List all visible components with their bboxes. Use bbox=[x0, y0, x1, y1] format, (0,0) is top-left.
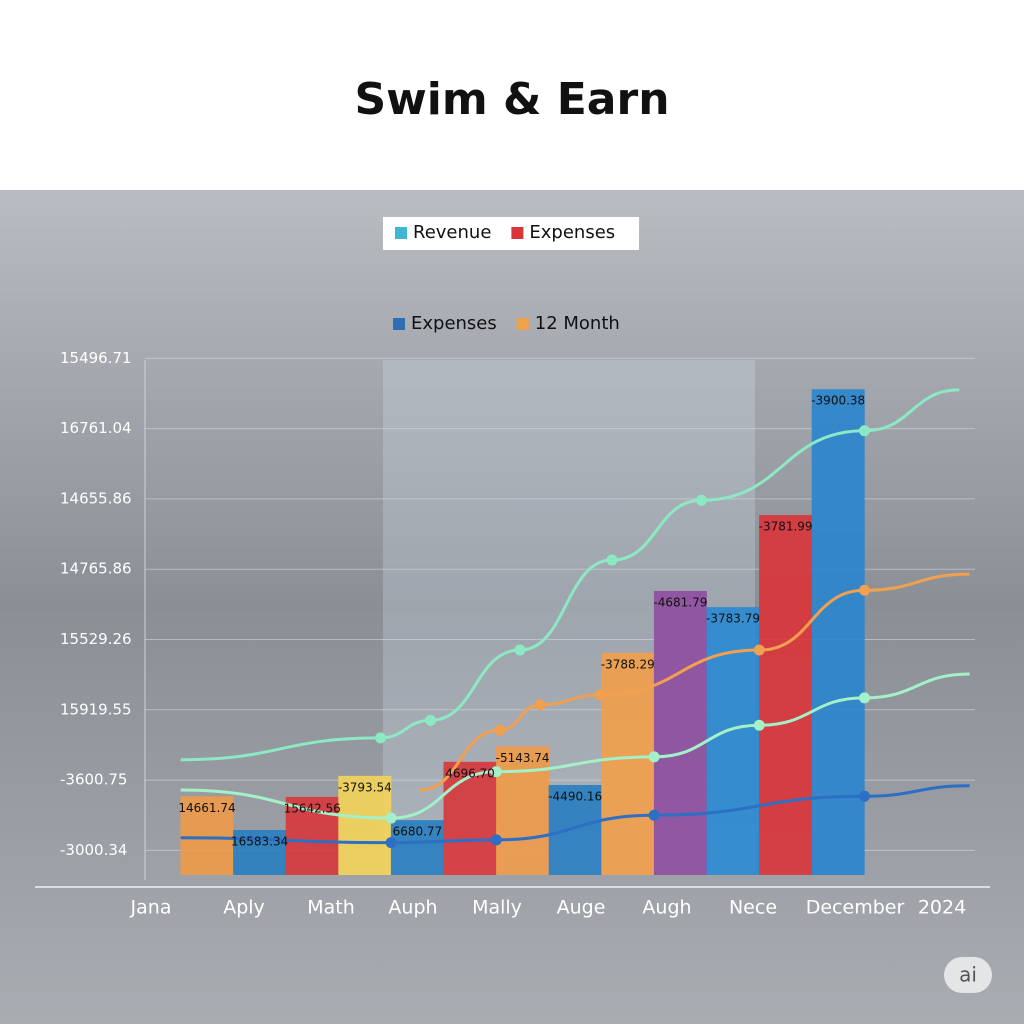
legend-label: 12 Month bbox=[535, 313, 620, 334]
x-tick-label: 2024 bbox=[918, 897, 966, 919]
value-label: -3783.79 bbox=[706, 612, 760, 626]
bar bbox=[338, 775, 392, 875]
legend-box bbox=[383, 217, 639, 250]
line-point bbox=[385, 812, 397, 824]
x-tick-label: Augh bbox=[642, 897, 691, 919]
line-point bbox=[490, 834, 502, 846]
y-tick-label: 14655.86 bbox=[60, 489, 132, 507]
value-label: 4696.70 bbox=[445, 766, 495, 780]
legend-label: Expenses bbox=[529, 222, 615, 243]
x-tick-label: Mally bbox=[472, 897, 522, 919]
y-tick-label: 15919.55 bbox=[60, 700, 132, 718]
value-label: -4681.79 bbox=[653, 595, 707, 609]
line-point bbox=[514, 644, 526, 656]
value-label: -3788.29 bbox=[601, 657, 655, 671]
bar bbox=[180, 796, 234, 875]
y-tick-label: 16761.04 bbox=[60, 419, 132, 437]
line-point bbox=[753, 719, 765, 731]
bar bbox=[653, 590, 707, 875]
y-tick-label: -3600.75 bbox=[60, 771, 127, 789]
legend-swatch bbox=[516, 318, 529, 330]
y-tick-label: -3000.34 bbox=[60, 841, 127, 859]
line-point bbox=[534, 699, 546, 711]
line-point bbox=[494, 724, 506, 736]
bar bbox=[759, 515, 813, 875]
legend-label: Expenses bbox=[411, 313, 497, 334]
x-tick-label: Jana bbox=[130, 897, 172, 919]
bar bbox=[496, 746, 550, 875]
bar bbox=[601, 652, 655, 875]
value-label: -4490.16 bbox=[548, 790, 602, 804]
bar bbox=[811, 389, 865, 875]
line-point bbox=[375, 732, 387, 744]
x-tick-label: Aply bbox=[223, 897, 265, 919]
value-label: 6680.77 bbox=[393, 825, 443, 839]
line-point bbox=[753, 644, 765, 656]
x-tick-label: Nece bbox=[729, 897, 777, 919]
line-point bbox=[859, 692, 870, 704]
y-tick-label: 15496.71 bbox=[60, 349, 132, 367]
y-tick-label: 15529.26 bbox=[60, 630, 132, 648]
bar bbox=[390, 820, 444, 875]
header bbox=[0, 0, 1024, 190]
value-label: -3793.54 bbox=[338, 780, 392, 794]
line-point bbox=[490, 766, 502, 778]
line-point bbox=[859, 425, 870, 437]
legend-swatch bbox=[511, 227, 524, 239]
bar bbox=[548, 785, 602, 875]
legend-label: Revenue bbox=[413, 222, 491, 243]
x-tick-label: Math bbox=[307, 897, 355, 919]
y-tick-label: 14765.86 bbox=[60, 560, 132, 578]
value-label: 15642.56 bbox=[284, 801, 341, 815]
line-point bbox=[648, 751, 660, 763]
line-point bbox=[859, 790, 870, 802]
chart-title: Swim & Earn bbox=[354, 74, 669, 125]
line-point bbox=[425, 714, 437, 726]
line-point bbox=[606, 554, 618, 566]
line-point bbox=[594, 689, 606, 701]
line-point bbox=[648, 809, 660, 821]
line-point bbox=[385, 837, 397, 849]
legend-swatch bbox=[393, 318, 405, 330]
x-tick-label: Auge bbox=[557, 897, 606, 919]
x-tick-label: December bbox=[806, 897, 905, 919]
line-point bbox=[859, 584, 870, 596]
value-label: -5143.74 bbox=[496, 751, 550, 765]
badge-text: ai bbox=[959, 963, 977, 987]
bar bbox=[706, 607, 760, 875]
badge bbox=[944, 957, 992, 993]
value-label: 16583.34 bbox=[231, 835, 288, 849]
value-label: 14661.74 bbox=[178, 801, 235, 815]
bar bbox=[443, 761, 497, 875]
value-label: -3900.38 bbox=[811, 394, 865, 408]
x-tick-label: Auph bbox=[388, 897, 437, 919]
line-point bbox=[695, 494, 707, 506]
legend-swatch bbox=[395, 227, 407, 239]
value-label: -3781.99 bbox=[759, 520, 813, 534]
